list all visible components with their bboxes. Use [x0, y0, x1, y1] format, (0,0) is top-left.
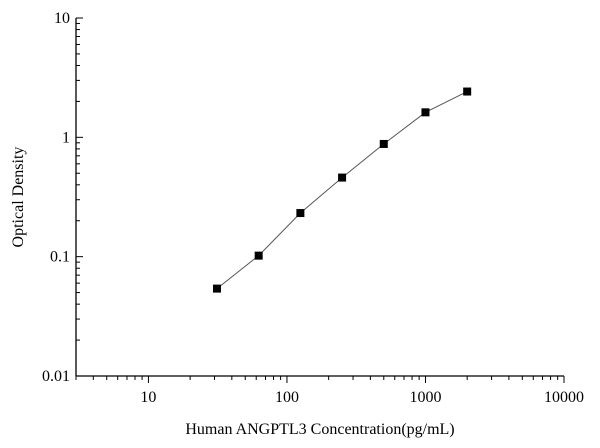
- x-tick-label: 10000: [544, 389, 584, 406]
- series-line: [216, 91, 468, 289]
- data-point-marker: [254, 251, 263, 260]
- data-point-marker: [463, 87, 472, 96]
- y-tick-label: 10: [54, 10, 70, 27]
- data-point-marker: [296, 209, 305, 218]
- y-tick-label: 0.01: [42, 368, 70, 385]
- x-axis-ticks: 10 100 1000 10000: [75, 376, 584, 406]
- data-point-marker: [338, 173, 347, 182]
- y-axis-title: Optical Density: [10, 147, 27, 248]
- x-tick-label: 100: [275, 389, 299, 406]
- x-tick-label: 1000: [409, 389, 441, 406]
- y-tick-label: 1: [62, 129, 70, 146]
- series-layer: [212, 87, 472, 293]
- data-point-marker: [421, 108, 430, 117]
- x-axis-title: Human ANGPTL3 Concentration(pg/mL): [185, 421, 454, 438]
- data-point-marker: [212, 284, 221, 293]
- y-tick-label: 0.1: [50, 249, 70, 266]
- data-point-marker: [379, 139, 388, 148]
- x-tick-label: 10: [140, 389, 156, 406]
- plot-area: 10 100 1000 10000 0.01 0.1 1 10: [42, 10, 584, 406]
- y-axis-ticks: 0.01 0.1 1 10: [42, 10, 83, 385]
